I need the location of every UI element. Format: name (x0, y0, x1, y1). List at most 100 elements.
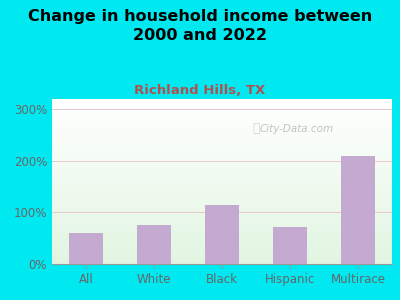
Bar (52, 218, 392, 219)
Bar (52, 124, 392, 125)
Bar (52, 110, 392, 112)
Bar (52, 106, 392, 107)
Bar (52, 187, 392, 188)
Bar (52, 216, 392, 218)
Text: Richland Hills, TX: Richland Hills, TX (134, 84, 266, 97)
Bar (52, 182, 392, 183)
Bar (52, 104, 392, 106)
Bar (52, 162, 392, 163)
Bar (52, 246, 392, 247)
Bar (52, 134, 392, 135)
Bar (52, 125, 392, 127)
Bar (52, 144, 392, 145)
Bar (52, 137, 392, 139)
Bar (52, 130, 392, 132)
Bar (52, 173, 392, 175)
Bar (52, 180, 392, 182)
Bar (52, 183, 392, 185)
Bar (52, 256, 392, 257)
Bar (52, 112, 392, 114)
Bar (52, 196, 392, 198)
Bar (52, 142, 392, 144)
Bar (52, 211, 392, 213)
Bar (52, 213, 392, 214)
Bar (52, 190, 392, 191)
Bar (52, 254, 392, 256)
Bar (52, 107, 392, 109)
Bar (52, 147, 392, 148)
Bar (52, 228, 392, 229)
Bar (52, 220, 392, 221)
Bar (52, 109, 392, 110)
Bar (137, 225, 171, 264)
Bar (52, 185, 392, 187)
Bar (52, 249, 392, 251)
Bar (52, 214, 392, 216)
Bar (52, 158, 392, 160)
Bar (52, 257, 392, 259)
Bar (52, 223, 392, 224)
Bar (52, 152, 392, 154)
Bar (52, 208, 392, 209)
Bar (52, 157, 392, 158)
Bar (52, 241, 392, 242)
Bar (52, 233, 392, 234)
Bar (52, 135, 392, 137)
Bar (52, 140, 392, 142)
Text: ⓘ: ⓘ (252, 122, 260, 135)
Text: Change in household income between
2000 and 2022: Change in household income between 2000 … (28, 9, 372, 43)
Bar (52, 206, 392, 208)
Bar (52, 163, 392, 165)
Bar (52, 102, 392, 104)
Bar (52, 167, 392, 168)
Bar (52, 114, 392, 116)
Bar (52, 99, 392, 101)
Bar (52, 242, 392, 244)
Bar (52, 188, 392, 190)
Bar (273, 227, 307, 264)
Bar (52, 155, 392, 157)
Bar (52, 160, 392, 162)
Bar (52, 221, 392, 223)
Bar (52, 172, 392, 173)
Bar (52, 129, 392, 130)
Bar (52, 224, 392, 226)
Text: City-Data.com: City-Data.com (260, 124, 334, 134)
Bar (52, 168, 392, 170)
Bar (52, 231, 392, 233)
Bar (205, 205, 239, 264)
Bar (52, 132, 392, 134)
Bar (52, 193, 392, 195)
Bar (52, 200, 392, 201)
Bar (52, 122, 392, 124)
Bar (52, 236, 392, 238)
Bar (52, 248, 392, 249)
Bar (52, 116, 392, 117)
Bar (52, 198, 392, 200)
Bar (52, 117, 392, 119)
Bar (52, 119, 392, 120)
Bar (52, 150, 392, 152)
Bar (52, 165, 392, 167)
Bar (52, 176, 392, 178)
Bar (52, 203, 392, 205)
Bar (52, 195, 392, 196)
Bar (52, 178, 392, 180)
Bar (52, 127, 392, 129)
Bar (52, 145, 392, 147)
Bar (52, 191, 392, 193)
Bar (52, 139, 392, 140)
Bar (52, 148, 392, 150)
Bar (52, 170, 392, 172)
Bar (52, 262, 392, 264)
Bar (52, 251, 392, 253)
Bar (52, 120, 392, 122)
Bar (52, 238, 392, 239)
Bar (52, 205, 392, 206)
Bar (52, 261, 392, 262)
Bar (52, 239, 392, 241)
Bar (52, 154, 392, 155)
Bar (52, 226, 392, 228)
Bar (69, 233, 103, 264)
Bar (52, 259, 392, 261)
